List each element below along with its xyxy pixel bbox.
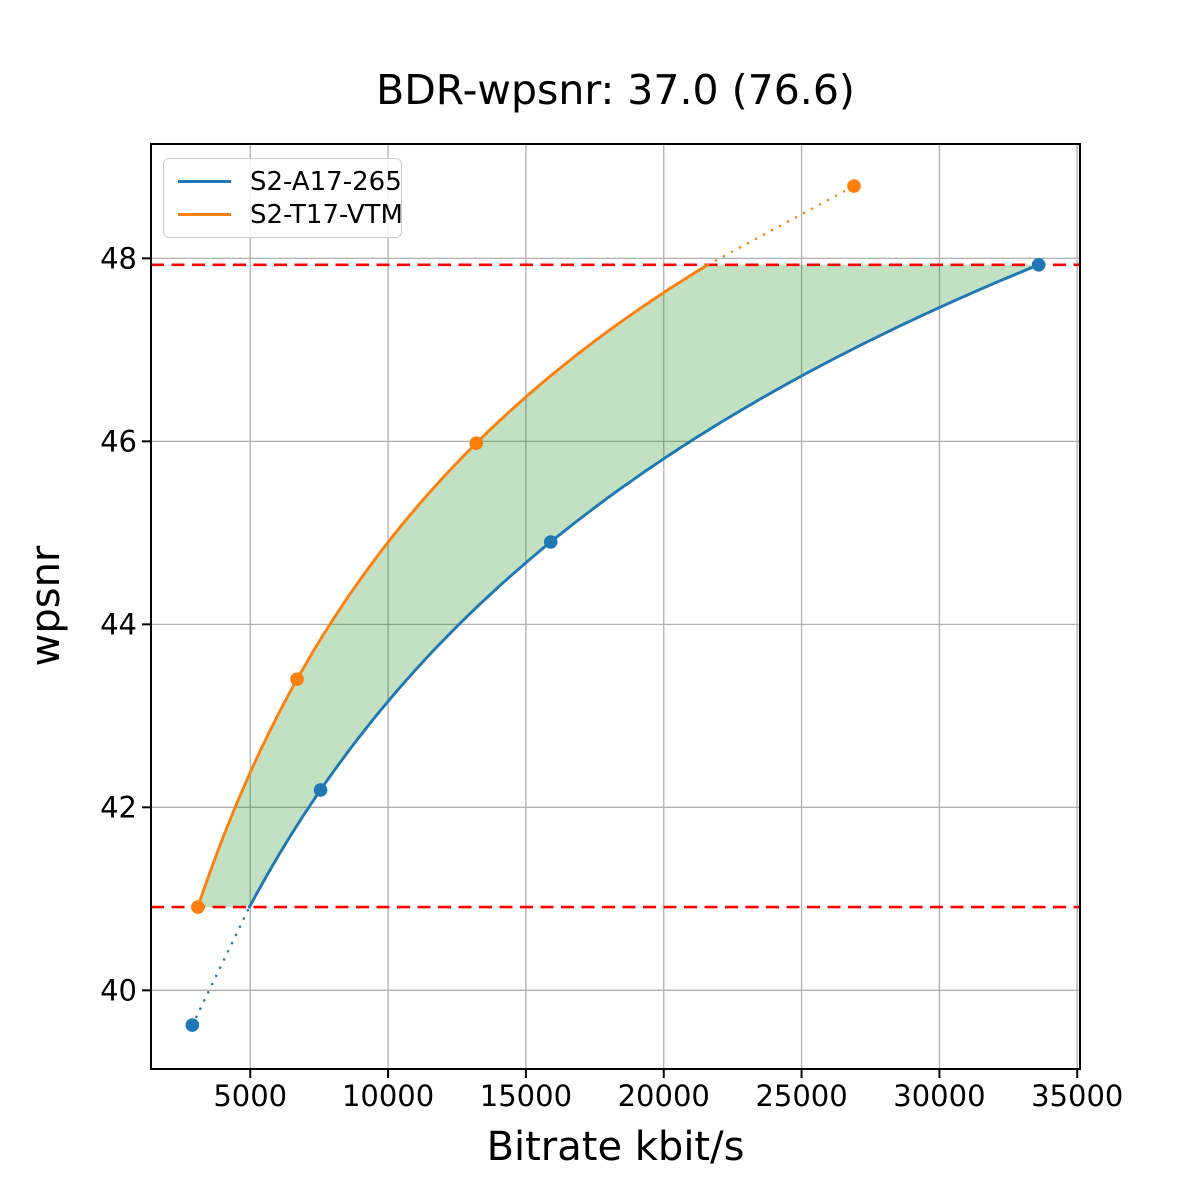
data-point-S2-T17-VTM xyxy=(469,436,484,450)
y-tick-label: 40 xyxy=(100,973,137,1007)
legend-label: S2-T17-VTM xyxy=(250,199,403,230)
bd-overlap-fill xyxy=(197,264,1039,908)
data-point-S2-T17-VTM xyxy=(847,179,861,193)
y-tick-label: 44 xyxy=(100,607,137,641)
data-point-S2-A17-265 xyxy=(543,535,558,549)
curve-solid-S2-T17-VTM xyxy=(196,263,710,909)
data-point-S2-T17-VTM xyxy=(191,900,205,914)
y-axis-label: wpsnr xyxy=(23,545,69,667)
x-tick-label: 20000 xyxy=(618,1079,710,1113)
chart-title: BDR-wpsnr: 37.0 (76.6) xyxy=(376,66,855,114)
legend-label: S2-A17-265 xyxy=(250,166,402,197)
legend-line-swatch xyxy=(178,212,231,217)
legend-item-s2-a17-265: S2-A17-265 xyxy=(178,167,402,197)
y-tick-label: 46 xyxy=(100,424,137,458)
x-tick-label: 15000 xyxy=(480,1079,572,1113)
x-tick-label: 25000 xyxy=(755,1079,847,1113)
data-point-S2-A17-265 xyxy=(313,783,328,797)
x-axis-label: Bitrate kbit/s xyxy=(486,1124,745,1170)
y-tick-label: 42 xyxy=(100,790,137,824)
legend: S2-A17-265 S2-T17-VTM xyxy=(163,158,403,238)
legend-item-s2-t17-vtm: S2-T17-VTM xyxy=(178,200,403,230)
x-tick-label: 35000 xyxy=(1031,1079,1123,1113)
data-point-S2-T17-VTM xyxy=(290,672,304,687)
legend-line-swatch xyxy=(178,179,231,184)
x-tick-label: 30000 xyxy=(893,1079,985,1113)
data-point-S2-A17-265 xyxy=(185,1018,200,1032)
plot-frame xyxy=(150,143,1081,1070)
data-point-S2-A17-265 xyxy=(1031,257,1046,272)
curve-solid-S2-A17-265 xyxy=(247,263,1041,909)
curve-dotted-S2-A17-265 xyxy=(191,905,251,1027)
x-tick-label: 10000 xyxy=(342,1079,434,1113)
x-tick-label: 5000 xyxy=(213,1079,287,1113)
y-tick-label: 48 xyxy=(100,241,137,275)
curve-dotted-S2-T17-VTM xyxy=(706,184,856,267)
